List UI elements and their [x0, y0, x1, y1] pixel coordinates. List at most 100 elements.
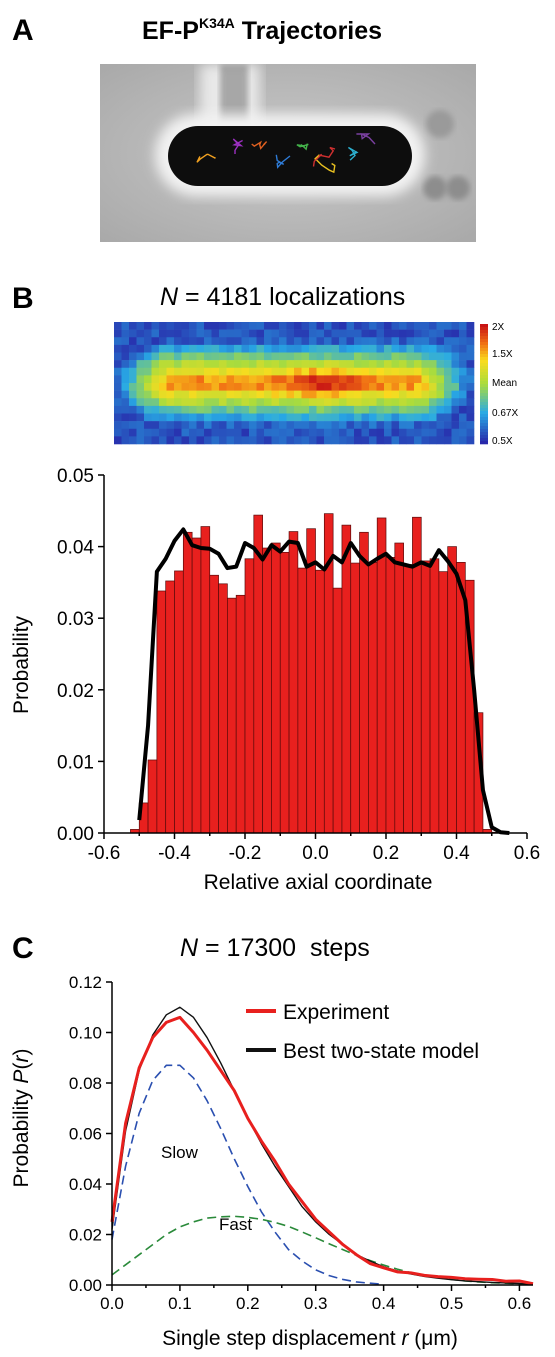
heatmap-cell [234, 383, 242, 391]
heatmap-cell [361, 413, 370, 422]
heatmap-cell [279, 337, 287, 346]
colorbar-segment [480, 369, 488, 373]
heatmap-cell [346, 428, 355, 437]
panel-c-title: N = 17300 steps [180, 934, 370, 963]
heatmap-cell [189, 428, 197, 437]
heatmap-cell [249, 367, 257, 376]
heatmap-cell [421, 375, 430, 384]
heatmap-cell [399, 367, 407, 376]
colorbar-label-mean: Mean [492, 378, 517, 389]
heatmap-cell [121, 337, 130, 346]
heatmap-cell [264, 413, 272, 422]
heatmap-cell [354, 344, 362, 353]
heatmap-cell [151, 421, 160, 430]
heatmap-cell [144, 322, 152, 330]
trajectory-overlay [196, 132, 376, 174]
heatmap-cell [384, 337, 392, 346]
heatmap-cell [219, 367, 227, 376]
histogram-bar [165, 580, 175, 834]
heatmap-cell [234, 360, 242, 369]
heatmap-cell [159, 344, 167, 353]
panel-c-letter: C [12, 932, 34, 965]
colorbar-segment [480, 327, 488, 331]
colorbar-segment [480, 375, 488, 379]
heatmap-cell [384, 398, 392, 407]
heatmap-cell [451, 367, 460, 376]
heatmap-cell [391, 421, 400, 430]
heatmap-cell [354, 329, 362, 338]
heatmap-cell [271, 360, 280, 369]
heatmap-cell [421, 322, 430, 330]
localization-heatmap: 2X 1.5X Mean 0.67X 0.5X [114, 322, 518, 447]
heatmap-cell [151, 367, 160, 376]
heatmap-cell [384, 413, 392, 422]
heatmap-cell [331, 421, 340, 430]
heatmap-cell [406, 428, 415, 437]
heatmap-cell [241, 421, 250, 430]
heatmap-cell [369, 436, 377, 445]
heatmap-cell [129, 421, 137, 430]
heatmap-cell [429, 428, 437, 437]
heatmap-cell [249, 322, 257, 330]
heatmap-cell [444, 367, 452, 376]
displacement-series-lines [110, 1006, 534, 1286]
heatmap-cell [399, 436, 407, 445]
heatmap-cell [369, 405, 377, 414]
heatmap-cell [354, 413, 362, 422]
heatmap-cell [391, 390, 400, 399]
colorbar-segment [480, 372, 488, 376]
panel-c-title-rest: = 17300 steps [198, 934, 370, 962]
heatmap-cell [144, 367, 152, 376]
heatmap-cell [309, 436, 317, 445]
heatmap-cell [181, 375, 190, 384]
heatmap-cell [331, 428, 340, 437]
heatmap-cell [174, 337, 182, 346]
heatmap-cell [466, 329, 475, 338]
heatmap-cell [286, 398, 295, 407]
heatmap-cell [189, 337, 197, 346]
heatmap-cell [301, 360, 310, 369]
heatmap-cell [369, 390, 377, 399]
heatmap-cell [211, 405, 220, 414]
heatmap-cell [406, 344, 415, 353]
histogram-y-tick-labels: 0.00 0.01 0.02 0.03 0.04 0.05 [57, 466, 94, 845]
heatmap-cell [256, 421, 265, 430]
heatmap-cell [136, 413, 145, 422]
heatmap-cell [384, 390, 392, 399]
heatmap-cell [316, 337, 325, 346]
heatmap-cell [234, 375, 242, 384]
heatmap-cell [136, 322, 145, 330]
heatmap-cell [234, 337, 242, 346]
heatmap-cell [219, 421, 227, 430]
heatmap-cell [324, 405, 332, 414]
heatmap-cell [391, 344, 400, 353]
chart-legend: Experiment Best two-state model [246, 1001, 479, 1063]
heatmap-cell [121, 322, 130, 330]
heatmap-cell [361, 337, 370, 346]
heatmap-cell [444, 344, 452, 353]
heatmap-cell [309, 329, 317, 338]
heatmap-cell [241, 344, 250, 353]
colorbar-segment [480, 384, 488, 388]
histogram-bar [297, 567, 308, 834]
heatmap-cell [354, 367, 362, 376]
heatmap-cell [354, 405, 362, 414]
heatmap-cell [294, 413, 302, 422]
heatmap-cell [414, 329, 422, 338]
heatmap-cell [264, 367, 272, 376]
heatmap-cell [159, 322, 167, 330]
heatmap-cell [121, 405, 130, 414]
heatmap-cell [189, 375, 197, 384]
heatmap-cell [466, 390, 475, 399]
heatmap-cell [451, 405, 460, 414]
heatmap-cell [354, 383, 362, 391]
histogram-bar [447, 546, 457, 834]
heatmap-cell [421, 360, 430, 369]
heatmap-cell [189, 344, 197, 353]
heatmap-cell [249, 383, 257, 391]
histogram-x-tick-label: -0.4 [158, 843, 191, 864]
trajectory-path [312, 146, 336, 167]
heatmap-cell [181, 398, 190, 407]
heatmap-cell [339, 352, 347, 361]
heatmap-cell [444, 405, 452, 414]
